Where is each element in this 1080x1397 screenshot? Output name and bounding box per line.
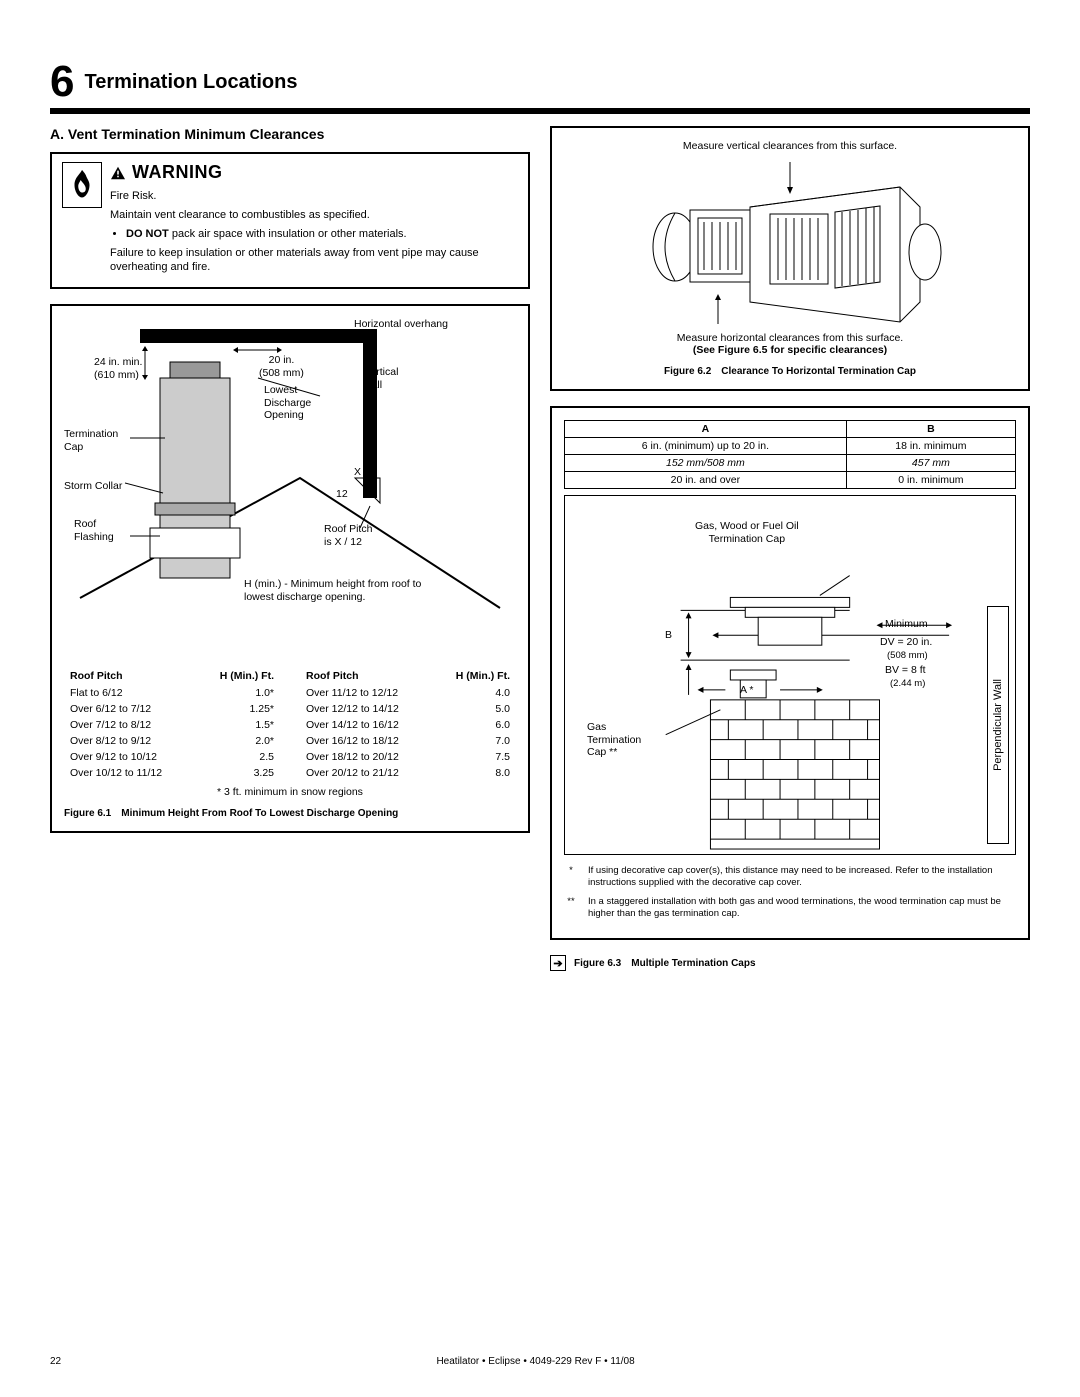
section-title: Termination Locations	[84, 71, 297, 94]
doc-info: Heatilator • Eclipse • 4049-229 Rev F • …	[436, 1356, 634, 1367]
label-termination-cap: Termination Cap	[64, 428, 118, 453]
see-figure-text: (See Figure 6.5 for specific clearances)	[564, 344, 1016, 356]
page-number: 22	[50, 1356, 61, 1367]
chimney-diagram: Gas, Wood or Fuel Oil Termination Cap B …	[564, 495, 1016, 855]
measure-vertical-text: Measure vertical clearances from this su…	[564, 140, 1016, 152]
figure-6-2-box: Measure vertical clearances from this su…	[550, 126, 1030, 391]
right-column: Measure vertical clearances from this su…	[550, 126, 1030, 971]
label-A: A *	[740, 684, 753, 697]
figure-6-1-box: Horizontal overhang 24 in. min. (610 mm)…	[50, 304, 530, 833]
label-bv-m: (2.44 m)	[890, 678, 925, 689]
warning-line2: Maintain vent clearance to combustibles …	[110, 208, 518, 223]
roof-diagram: Horizontal overhang 24 in. min. (610 mm)…	[64, 318, 516, 658]
warning-triangle-icon	[110, 166, 126, 180]
label-vertical-wall: Vertical wall	[364, 366, 398, 391]
warning-box: WARNING Fire Risk. Maintain vent clearan…	[50, 152, 530, 289]
label-dv-mm: (508 mm)	[887, 650, 928, 661]
perpendicular-wall: Perpendicular Wall	[987, 606, 1009, 844]
figure-6-3-box: AB 6 in. (minimum) up to 20 in.18 in. mi…	[550, 406, 1030, 940]
figure-6-3-caption: ➔ Figure 6.3Multiple Termination Caps	[550, 955, 1030, 971]
warning-bullet: DO NOT pack air space with insulation or…	[126, 227, 518, 242]
ab-clearance-table: AB 6 in. (minimum) up to 20 in.18 in. mi…	[564, 420, 1016, 489]
warning-line1: Fire Risk.	[110, 189, 518, 204]
label-gas-cap: Gas Termination Cap **	[587, 721, 641, 759]
snow-region-note: * 3 ft. minimum in snow regions	[64, 786, 516, 798]
label-dv: DV = 20 in.	[880, 636, 932, 649]
label-20in: 20 in. (508 mm)	[259, 354, 304, 379]
figure-6-1-caption: Figure 6.1Minimum Height From Roof To Lo…	[64, 808, 516, 819]
label-lowest-discharge: Lowest Discharge Opening	[264, 384, 311, 422]
fire-icon	[62, 162, 102, 208]
warning-line3: Failure to keep insulation or other mate…	[110, 246, 518, 276]
arrow-icon: ➔	[550, 955, 566, 971]
label-horizontal-overhang: Horizontal overhang	[354, 318, 448, 331]
termination-cap-drawing	[564, 152, 1016, 332]
roof-pitch-table: Roof PitchH (Min.) Ft.Flat to 6/121.0*Ov…	[64, 666, 516, 782]
label-B: B	[665, 629, 672, 642]
figure-6-2-caption: Figure 6.2Clearance To Horizontal Termin…	[564, 366, 1016, 377]
left-column: A. Vent Termination Minimum Clearances W…	[50, 126, 530, 971]
footnotes: *If using decorative cap cover(s), this …	[564, 865, 1016, 920]
label-24in: 24 in. min. (610 mm)	[94, 356, 142, 381]
label-roof-flashing: Roof Flashing	[74, 518, 114, 543]
label-termination-cap-title: Gas, Wood or Fuel Oil Termination Cap	[695, 520, 799, 545]
section-number: 6	[50, 60, 74, 104]
chimney-svg	[565, 496, 1015, 854]
page-footer: 22 Heatilator • Eclipse • 4049-229 Rev F…	[50, 1356, 1030, 1367]
section-header: 6 Termination Locations	[50, 60, 1030, 114]
label-12: 12	[336, 488, 348, 501]
label-minimum: Minimum	[885, 618, 928, 631]
label-roof-pitch: Roof Pitch is X / 12	[324, 523, 372, 548]
subsection-title: A. Vent Termination Minimum Clearances	[50, 126, 530, 142]
label-hmin: H (min.) - Minimum height from roof to l…	[244, 578, 444, 603]
measure-horizontal-text: Measure horizontal clearances from this …	[564, 332, 1016, 344]
label-x: X	[354, 466, 361, 479]
label-storm-collar: Storm Collar	[64, 480, 122, 493]
warning-title: WARNING	[132, 162, 223, 183]
label-bv: BV = 8 ft	[885, 664, 926, 677]
